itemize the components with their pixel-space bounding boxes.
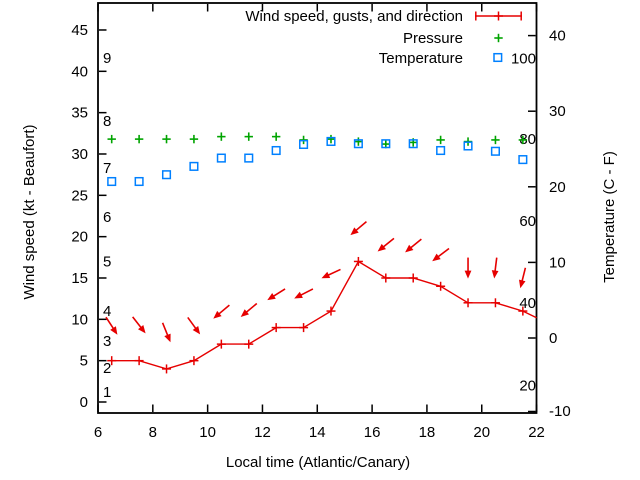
legend-temperature-marker: [493, 52, 503, 63]
x-tick-label: 20: [473, 424, 490, 441]
temperature-point-marker: [436, 145, 446, 156]
fahrenheit-label: 40: [519, 295, 536, 312]
y-left-tick-label: 25: [71, 187, 88, 204]
y-right-tick-label: 30: [549, 103, 566, 120]
direction-arrow-head: [519, 279, 526, 289]
beaufort-label: 7: [103, 160, 111, 177]
fahrenheit-label: 20: [519, 378, 536, 395]
y-left-tick-label: 0: [80, 394, 88, 411]
temperature-point-marker: [299, 139, 309, 150]
y-axis-title-left: Wind speed (kt - Beaufort): [21, 124, 38, 300]
fahrenheit-label: 60: [519, 213, 536, 230]
plot-border: [97, 2, 538, 414]
direction-arrow-head: [267, 293, 276, 301]
y-axis-title-right: Temperature (C - F): [601, 151, 618, 283]
x-tick-label: 22: [528, 424, 545, 441]
direction-arrow-head: [110, 326, 118, 335]
direction-arrow-head: [432, 253, 441, 262]
direction-arrow-head: [213, 310, 222, 319]
y-right-tick-label: -10: [549, 403, 571, 420]
temperature-point-marker: [381, 139, 391, 149]
y-left-tick-label: 5: [80, 353, 88, 370]
beaufort-label: 9: [103, 50, 111, 67]
x-tick-label: 10: [199, 424, 216, 441]
y-left-tick-label: 40: [71, 63, 88, 80]
direction-arrow-head: [138, 325, 146, 334]
axis-ticks: 6 8 10 12 14 16 18 20 22051015202530354045-10010…: [71, 4, 571, 441]
wind-speed-series: [107, 256, 537, 374]
y-left-tick-label: 10: [71, 311, 88, 328]
beaufort-label: 4: [103, 303, 111, 320]
temperature-series: [107, 136, 528, 187]
temperature-point-marker: [353, 139, 363, 149]
x-tick-label: 12: [254, 424, 271, 441]
y-left-tick-label: 15: [71, 270, 88, 287]
temperature-point-marker: [271, 145, 281, 156]
x-tick-label: 8: [149, 424, 157, 441]
temperature-point-marker: [161, 170, 172, 180]
legend: Wind speed, gusts, and direction Pressure…: [245, 8, 522, 67]
temperature-point-marker: [107, 176, 117, 187]
x-tick-label: 14: [309, 424, 326, 441]
temperature-point-marker: [490, 146, 500, 156]
beaufort-label: 3: [103, 333, 111, 350]
legend-label: Pressure: [403, 30, 463, 47]
y-right-tick-label: 40: [549, 28, 566, 45]
direction-arrow-head: [464, 270, 472, 279]
y-left-tick-label: 45: [71, 22, 88, 39]
y-right-tick-label: 20: [549, 179, 566, 196]
direction-arrow-head: [321, 271, 331, 279]
x-tick-label: 6: [94, 424, 102, 441]
gust-direction-arrows: [105, 221, 527, 343]
temperature-point-marker: [408, 139, 418, 149]
x-tick-label: 18: [419, 424, 436, 441]
y-right-tick-label: 10: [549, 254, 566, 271]
x-axis-title: Local time (Atlantic/Canary): [225, 454, 411, 471]
direction-arrow-head: [491, 270, 499, 279]
legend-label: Wind speed, gusts, and direction: [245, 8, 463, 25]
x-tick-label: 16: [364, 424, 381, 441]
beaufort-label: 2: [103, 360, 111, 377]
temperature-point-marker: [189, 161, 199, 171]
temperature-point-marker: [244, 153, 254, 163]
temperature-point-marker: [134, 176, 144, 187]
y-right-tick-label: 0: [549, 330, 557, 347]
y-left-tick-label: 35: [71, 105, 88, 122]
y-left-tick-label: 30: [71, 146, 88, 163]
y-left-tick-label: 20: [71, 229, 88, 246]
beaufort-label: 6: [103, 209, 111, 226]
direction-arrow-head: [240, 309, 249, 317]
direction-arrow-head: [192, 326, 201, 335]
beaufort-label: 1: [103, 384, 111, 401]
direction-arrow-head: [164, 333, 171, 343]
pressure-series: [107, 132, 528, 149]
direction-arrow-head: [405, 244, 414, 253]
direction-arrow-head: [294, 291, 303, 299]
direction-arrow-head: [350, 227, 359, 236]
temperature-point-marker: [326, 136, 336, 146]
temperature-point-marker: [463, 141, 473, 151]
temperature-point-marker: [518, 155, 528, 165]
beaufort-label: 5: [103, 253, 111, 270]
beaufort-scale-labels: 1 2 3 4 5 6 7 8 9: [103, 50, 111, 401]
legend-label: Temperature: [379, 50, 463, 67]
temperature-point-marker: [216, 153, 226, 163]
direction-arrow-head: [377, 243, 386, 252]
fahrenheit-label: 100: [511, 50, 536, 67]
beaufort-label: 8: [103, 113, 111, 130]
